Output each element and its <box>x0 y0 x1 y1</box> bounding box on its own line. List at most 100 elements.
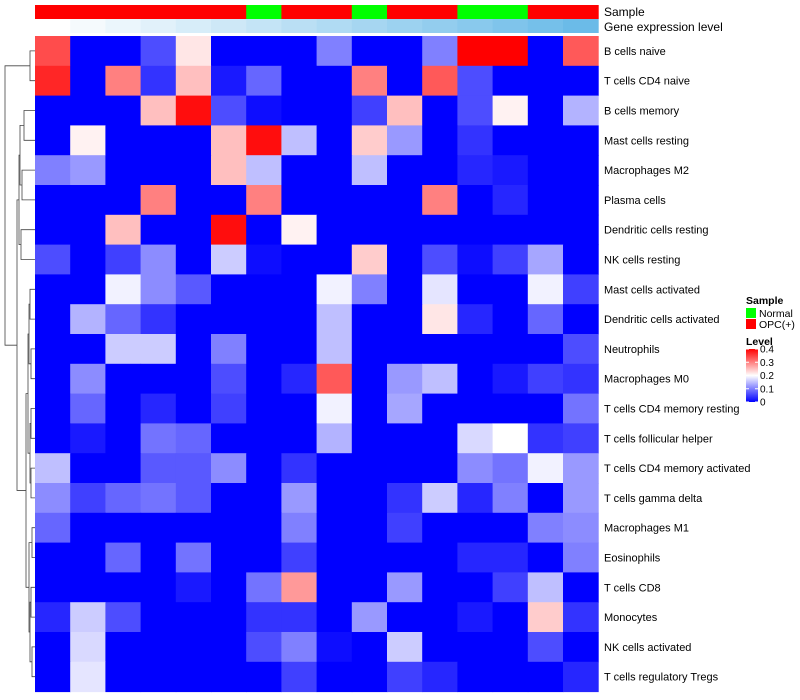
heatmap-cell <box>527 334 564 365</box>
sample-annotation-cell <box>70 5 106 19</box>
dendrogram-branch <box>30 586 35 618</box>
heatmap-cell <box>492 304 529 335</box>
heatmap-cell <box>211 334 247 365</box>
heatmap-cell <box>563 423 599 454</box>
heatmap-cell <box>175 155 212 186</box>
heatmap-cell <box>351 453 388 484</box>
sample-annotation-cell <box>422 5 458 19</box>
legend-swatch-normal <box>746 308 756 318</box>
row-label: Macrophages M0 <box>604 374 689 386</box>
heatmap-cell <box>422 95 458 126</box>
heatmap-cell <box>492 125 529 156</box>
heatmap-cells <box>35 36 599 693</box>
heatmap-cell <box>175 334 212 365</box>
gene-expression-annotation-cell <box>35 19 71 33</box>
heatmap-cell <box>281 423 318 454</box>
row-label: B cells memory <box>604 106 680 118</box>
heatmap-cell <box>527 632 564 663</box>
heatmap-cell <box>246 274 282 305</box>
heatmap-cell <box>316 214 353 246</box>
heatmap-cell <box>457 304 494 335</box>
heatmap-cell <box>35 661 71 693</box>
heatmap-cell <box>492 572 529 603</box>
heatmap-cell <box>316 602 353 633</box>
heatmap-cell <box>527 155 564 186</box>
heatmap-cell <box>70 423 106 454</box>
heatmap-cell <box>457 274 494 305</box>
dendrogram-branch <box>21 169 35 201</box>
heatmap-cell <box>281 125 318 156</box>
heatmap-cell <box>387 214 423 246</box>
sample-annotation-cell <box>105 5 142 19</box>
heatmap-cell <box>140 542 177 573</box>
heatmap-cell <box>140 185 177 216</box>
heatmap-cell <box>246 423 282 454</box>
heatmap-cell <box>35 214 71 246</box>
row-label: Monocytes <box>604 612 658 624</box>
heatmap-cell <box>457 95 494 126</box>
heatmap-cell <box>211 602 247 633</box>
heatmap-cell <box>35 453 71 484</box>
dendrogram-branch <box>30 467 35 499</box>
sample-annotation-cell <box>563 5 599 19</box>
legend-swatch-opc <box>746 319 756 329</box>
heatmap-cell <box>211 483 247 514</box>
heatmap-cell <box>351 155 388 186</box>
heatmap-cell <box>211 661 247 693</box>
heatmap-cell <box>492 36 529 67</box>
heatmap-cell <box>211 512 247 544</box>
heatmap-cell <box>35 95 71 126</box>
heatmap-cell <box>492 95 529 126</box>
row-label: Macrophages M1 <box>604 523 689 535</box>
gene-expression-annotation-cell <box>457 19 494 33</box>
heatmap-cell <box>316 125 353 156</box>
heatmap-cell <box>175 512 212 544</box>
heatmap-cell <box>175 602 212 633</box>
heatmap-cell <box>492 334 529 365</box>
row-label: T cells follicular helper <box>604 433 713 445</box>
sample-annotation-label: Sample <box>604 5 645 19</box>
heatmap-cell <box>105 483 142 514</box>
heatmap-cell <box>387 572 423 603</box>
heatmap-cell <box>35 542 71 573</box>
heatmap-cell <box>351 363 388 395</box>
dendrogram-branch <box>30 348 35 380</box>
heatmap-cell <box>281 512 318 544</box>
heatmap-cell <box>351 602 388 633</box>
heatmap-cell <box>351 185 388 216</box>
heatmap-cell <box>140 214 177 246</box>
heatmap-cell <box>281 95 318 126</box>
heatmap-cell <box>105 632 142 663</box>
heatmap-cell <box>492 363 529 395</box>
heatmap-cell <box>70 214 106 246</box>
heatmap-cell <box>35 334 71 365</box>
heatmap-cell <box>281 453 318 484</box>
heatmap-cell <box>246 393 282 424</box>
heatmap-cell <box>387 244 423 275</box>
heatmap-cell <box>527 274 564 305</box>
heatmap-cell <box>70 393 106 424</box>
heatmap-cell <box>316 334 353 365</box>
heatmap-cell <box>351 661 388 693</box>
heatmap-cell <box>105 95 142 126</box>
heatmap-cell <box>35 483 71 514</box>
heatmap-cell <box>70 244 106 275</box>
heatmap-cell <box>563 36 599 67</box>
heatmap-cell <box>422 65 458 97</box>
heatmap-cell <box>387 512 423 544</box>
heatmap-cell <box>422 155 458 186</box>
legend-label-opc: OPC(+) <box>759 319 795 331</box>
heatmap-cell <box>422 334 458 365</box>
dendrogram-branch <box>16 199 26 491</box>
heatmap-cell <box>70 483 106 514</box>
heatmap-cell <box>35 512 71 544</box>
heatmap-cell <box>105 36 142 67</box>
level-legend: Level 0.4 0.3 0.2 0.1 0 <box>746 336 774 409</box>
heatmap-cell <box>457 602 494 633</box>
heatmap-cell <box>351 36 388 67</box>
heatmap-cell <box>175 36 212 67</box>
heatmap-cell <box>70 542 106 573</box>
heatmap-cell <box>105 661 142 693</box>
heatmap-cell <box>246 453 282 484</box>
heatmap-cell <box>35 602 71 633</box>
